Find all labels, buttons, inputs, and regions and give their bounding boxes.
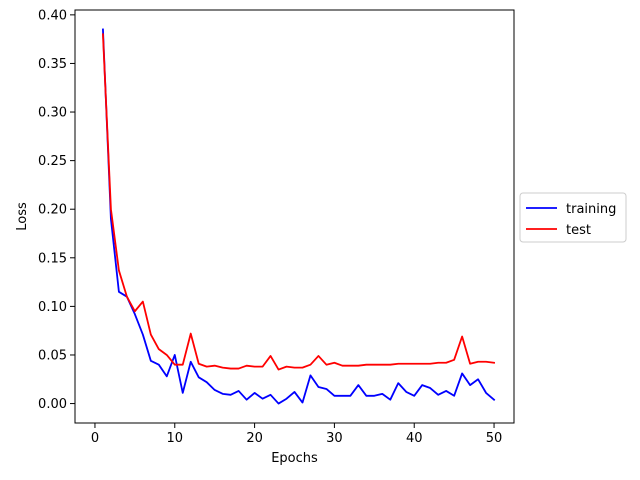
x-axis: 0 10 20 30 40 50	[91, 423, 503, 446]
plot-area	[101, 28, 496, 405]
y-axis-title: Loss	[15, 202, 30, 231]
y-tick-label: 0.00	[38, 397, 67, 412]
x-axis-title: Epochs	[271, 451, 318, 466]
x-tick-label: 50	[486, 431, 503, 446]
legend: training test	[519, 192, 627, 243]
x-tick-label: 0	[91, 431, 99, 446]
x-tick-label: 40	[406, 431, 423, 446]
y-tick-label: 0.05	[38, 348, 67, 363]
y-tick-label: 0.40	[38, 8, 67, 23]
x-tick-label: 10	[166, 431, 183, 446]
y-tick-label: 0.15	[38, 251, 67, 266]
series-line-test	[101, 33, 496, 371]
y-tick-label: 0.25	[38, 154, 67, 169]
x-tick-label: 30	[326, 431, 343, 446]
x-tick-label: 20	[246, 431, 263, 446]
y-tick-label: 0.20	[38, 203, 67, 218]
series-line-training	[102, 28, 496, 405]
plot-frame	[74, 9, 515, 424]
y-tick-label: 0.10	[38, 300, 67, 315]
y-axis: 0.00 0.05 0.10 0.15 0.20 0.25 0.30 0.35 0.40	[38, 8, 75, 412]
y-tick-label: 0.30	[38, 106, 67, 121]
legend-label-test: test	[566, 223, 591, 238]
y-tick-label: 0.35	[38, 57, 67, 72]
legend-label-training: training	[566, 202, 616, 217]
